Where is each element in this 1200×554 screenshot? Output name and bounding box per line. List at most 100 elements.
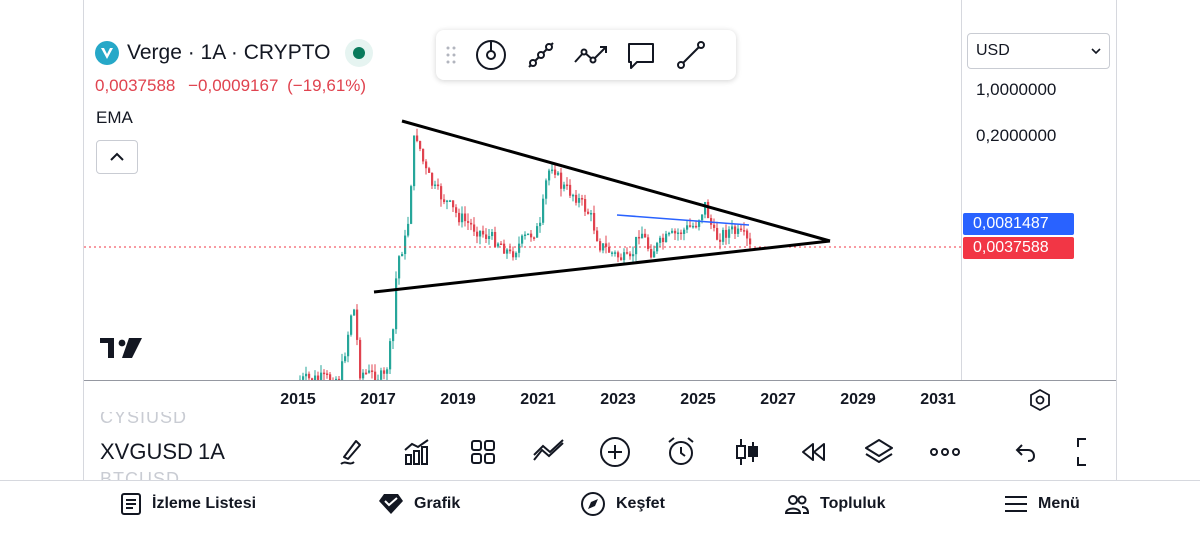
layers-button[interactable] — [846, 430, 912, 474]
more-button[interactable] — [912, 430, 978, 474]
undo-icon — [1015, 444, 1036, 462]
candle-body — [494, 231, 497, 247]
candle-body — [563, 184, 566, 189]
candle-body — [740, 228, 743, 231]
candle-body — [326, 373, 329, 375]
collapse-indicators-button[interactable] — [96, 140, 138, 174]
replay-button[interactable] — [780, 430, 846, 474]
chart-settings-button[interactable] — [1028, 388, 1052, 417]
nav-community[interactable]: Topluluk — [784, 493, 885, 515]
candle-body — [527, 233, 530, 236]
indicator-label[interactable]: EMA — [96, 108, 133, 127]
compass-icon — [581, 492, 605, 516]
time-axis-divider — [84, 380, 1116, 381]
drawing-toolbar — [436, 30, 736, 80]
bottom-toolbar: XVGUSD 1A — [84, 430, 1116, 474]
price-axis-label: 0,2000000 — [976, 126, 1057, 145]
nav-chart[interactable]: Grafik — [378, 492, 460, 516]
candle-body — [374, 371, 377, 380]
candle-body — [623, 252, 626, 261]
line-tool-button[interactable] — [666, 30, 716, 80]
candle-body — [734, 226, 737, 234]
candle-body — [719, 239, 722, 242]
brush-tool-button[interactable] — [466, 30, 516, 80]
candle-body — [677, 232, 680, 235]
replay-icon — [802, 443, 825, 461]
candle-body — [464, 213, 467, 222]
candle-body — [395, 278, 398, 330]
layout-button[interactable] — [450, 430, 516, 474]
alarm-button[interactable] — [648, 430, 714, 474]
candle-body — [575, 194, 578, 203]
undo-button[interactable] — [992, 430, 1058, 474]
fullscreen-button[interactable] — [1058, 430, 1088, 474]
candle-body — [410, 186, 413, 224]
nav-explore[interactable]: Keşfet — [580, 491, 665, 517]
nav-explore-label: Keşfet — [616, 495, 665, 512]
layers-icon — [865, 439, 893, 463]
compare-button[interactable] — [516, 430, 582, 474]
candle-body — [422, 148, 425, 162]
drag-handle-icon[interactable] — [436, 30, 466, 80]
candle-body — [467, 221, 470, 223]
candle-body — [329, 374, 332, 380]
path-tool-button[interactable] — [566, 30, 616, 80]
price-chart[interactable] — [84, 0, 961, 380]
currency-select[interactable]: USD — [967, 33, 1110, 69]
candle-body — [491, 231, 494, 237]
candle-body — [308, 373, 311, 379]
symbol-header[interactable]: Verge · 1A · CRYPTO — [95, 38, 374, 68]
candle-body — [602, 243, 605, 251]
change-percent: (−19,61%) — [287, 76, 367, 95]
candle-body — [548, 170, 551, 181]
symbol-title: Verge · 1A · CRYPTO — [127, 41, 331, 64]
nav-menu[interactable]: Menü — [1004, 494, 1080, 514]
indicators-button[interactable] — [384, 430, 450, 474]
candle-body — [443, 199, 446, 203]
candle-body — [692, 225, 695, 228]
candle-body — [458, 212, 461, 223]
chevron-down-icon — [1091, 47, 1101, 54]
trend-line-tool-button[interactable] — [516, 30, 566, 80]
candle-body — [725, 229, 728, 238]
candle-body — [605, 243, 608, 247]
candle-body — [572, 194, 575, 197]
candle-body — [701, 214, 704, 221]
candle-body — [674, 230, 677, 234]
nav-menu-label: Menü — [1038, 495, 1080, 512]
candle-body — [587, 211, 590, 214]
candle-body — [335, 378, 338, 380]
candle-body — [671, 230, 674, 233]
candle-body — [323, 372, 326, 375]
candle-body — [680, 232, 683, 235]
nav-community-label: Topluluk — [820, 495, 886, 512]
candle-body — [695, 225, 698, 228]
candle-body — [737, 228, 740, 234]
candle-body — [314, 375, 317, 380]
drawing-tools-button[interactable] — [318, 430, 384, 474]
path-icon — [574, 46, 607, 64]
candle-body — [392, 329, 395, 342]
candle-body — [683, 229, 686, 234]
market-status-icon[interactable] — [344, 38, 374, 68]
time-axis-label: 2029 — [840, 391, 876, 408]
comment-tool-button[interactable] — [616, 30, 666, 80]
settings-hexagon-icon — [1030, 388, 1050, 412]
nav-watchlist[interactable]: İzleme Listesi — [120, 492, 256, 516]
candle-body — [497, 243, 500, 247]
chart-left-border — [83, 0, 84, 480]
candle-body — [317, 375, 320, 380]
candle-body — [536, 226, 539, 238]
add-button[interactable] — [582, 430, 648, 474]
candle-body — [479, 230, 482, 237]
candle-body — [593, 212, 596, 231]
comment-icon — [628, 43, 654, 69]
candle-body — [539, 222, 542, 227]
candle-body — [659, 237, 662, 243]
candle-body — [716, 227, 719, 240]
candle-body — [338, 378, 341, 380]
interval-button[interactable]: 1A — [198, 439, 225, 464]
chart-type-button[interactable] — [714, 430, 780, 474]
candle-body — [446, 200, 449, 203]
symbol-search-button[interactable]: XVGUSD — [100, 439, 193, 464]
